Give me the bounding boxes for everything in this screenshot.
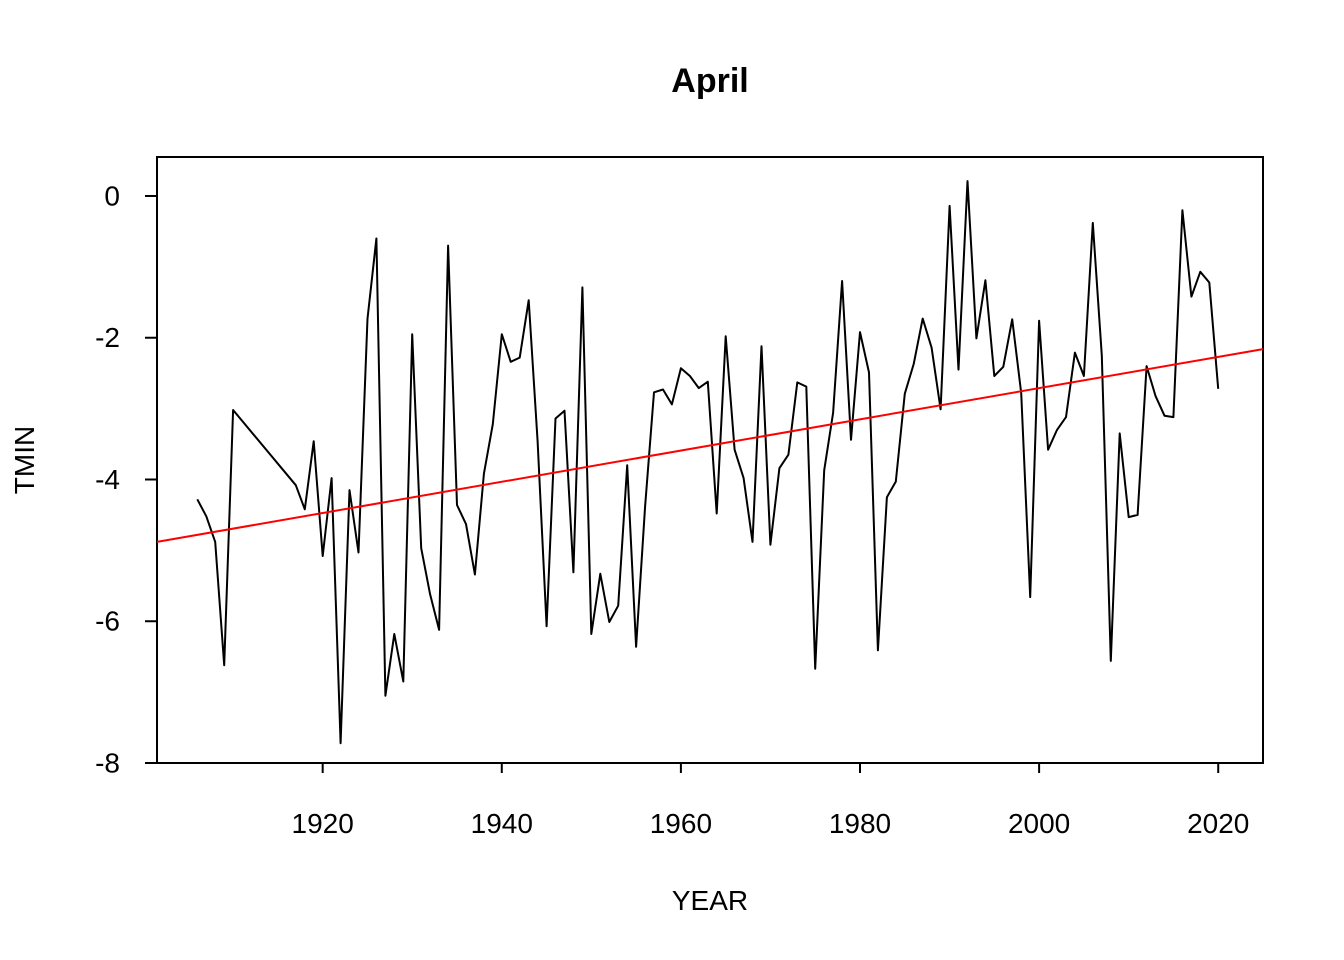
x-tick-label: 2020: [1187, 808, 1249, 839]
y-axis: -8 -6 -4 -2 0: [95, 180, 158, 779]
x-tick-label: 1960: [650, 808, 712, 839]
x-tick-label: 2000: [1008, 808, 1070, 839]
x-tick-label: 1940: [471, 808, 533, 839]
plot-frame: [156, 156, 1264, 764]
y-tick-label: -2: [95, 322, 120, 353]
tmin-series-line: [196, 180, 1220, 745]
y-tick-label: -8: [95, 748, 120, 779]
x-tick-label: 1920: [292, 808, 354, 839]
y-tick-label: 0: [104, 180, 120, 211]
y-axis-label: TMIN: [9, 426, 40, 494]
trend-line: [156, 348, 1264, 543]
series-layer: [156, 180, 1264, 745]
x-tick-label: 1980: [829, 808, 891, 839]
y-tick-label: -4: [95, 464, 120, 495]
x-axis-label: YEAR: [672, 885, 748, 916]
x-axis: 1920 1940 1960 1980 2000 2020: [292, 762, 1249, 839]
chart-title: April: [671, 62, 748, 100]
y-tick-label: -6: [95, 606, 120, 637]
